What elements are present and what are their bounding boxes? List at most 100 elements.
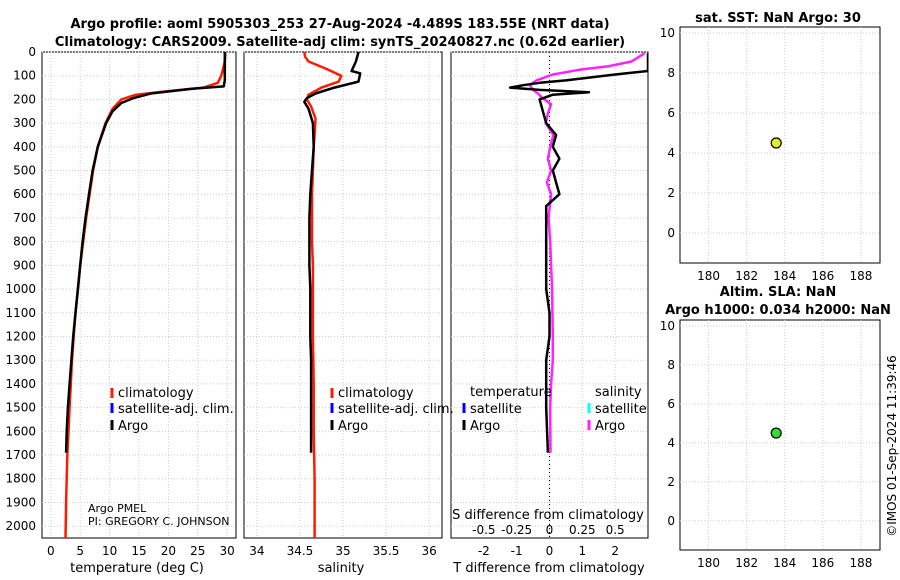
- x-tick-label: 34.5: [287, 544, 314, 558]
- difference-panel: -2 -1 0 1 2 -0.5 -0.25 0 0.25 0.5: [450, 51, 649, 558]
- y-tick-label: 10: [660, 319, 675, 333]
- temperature-panel: 0100200300400500600700800900100011001200…: [5, 45, 237, 558]
- x-tick-label: 182: [735, 556, 758, 570]
- y-tick-label: 600: [13, 187, 36, 201]
- salinity-panel: 34 34.5 35 35.5 36: [243, 51, 443, 558]
- series-argo-line: [303, 52, 362, 453]
- y-tick-label: 1500: [5, 401, 36, 415]
- salinity-legend: climatology satellite-adj. clim. Argo: [330, 386, 454, 434]
- x-tick-label: 2: [611, 544, 619, 558]
- data-point: [770, 427, 782, 439]
- legend-label-argo: Argo: [118, 419, 148, 434]
- top-x-tick-label: 0.25: [569, 523, 596, 537]
- series-argo-line: [64, 52, 227, 453]
- x-tick-label: 184: [773, 556, 796, 570]
- y-tick-label: 2: [667, 475, 675, 489]
- legend-title-temperature: temperature: [470, 385, 552, 400]
- sla-title-line2: Argo h1000: 0.034 h2000: NaN: [665, 303, 891, 318]
- y-tick-label: 1300: [5, 353, 36, 367]
- y-tick-label: 0: [667, 226, 675, 240]
- y-tick-label: 2000: [5, 519, 36, 533]
- x-tick-label: 188: [849, 269, 872, 283]
- x-tick-label: 184: [773, 269, 796, 283]
- figure-title-line1: Argo profile: aoml 5905303_253 27-Aug-20…: [70, 17, 609, 32]
- x-tick-label: 15: [131, 544, 146, 558]
- legend-label-climatology: climatology: [338, 386, 414, 401]
- argo-pmel-note: Argo PMEL: [88, 502, 147, 515]
- x-tick-label: 188: [849, 556, 872, 570]
- x-tick-label: 180: [697, 556, 720, 570]
- legend-label-argo: Argo: [338, 419, 368, 434]
- y-tick-label: 0: [667, 514, 675, 528]
- y-tick-label: 10: [660, 26, 675, 40]
- legend-label-t-argo: Argo: [470, 419, 500, 434]
- y-tick-label: 1200: [5, 329, 36, 343]
- y-tick-label: 1600: [5, 424, 36, 438]
- top-x-tick-label: -0.25: [501, 523, 532, 537]
- y-tick-label: 200: [13, 92, 36, 106]
- legend-label-t-satellite: satellite: [470, 402, 522, 417]
- y-tick-label: 6: [667, 106, 675, 120]
- x-tick-label: 186: [811, 556, 834, 570]
- pi-note: PI: GREGORY C. JOHNSON: [88, 515, 229, 528]
- temperature-legend: climatology satellite-adj. clim. Argo: [110, 386, 234, 434]
- salinity-xlabel: salinity: [318, 561, 365, 576]
- x-tick-label: 25: [190, 544, 205, 558]
- x-tick-label: 34: [249, 544, 264, 558]
- top-x-tick-label: -0.5: [472, 523, 495, 537]
- x-tick-label: 5: [76, 544, 84, 558]
- top-x-tick-label: 0: [546, 523, 554, 537]
- x-tick-label: -2: [478, 544, 490, 558]
- sst-title: sat. SST: NaN Argo: 30: [695, 11, 861, 26]
- x-tick-label: 36: [421, 544, 436, 558]
- y-tick-label: 500: [13, 164, 36, 178]
- figure-title-line2: Climatology: CARS2009. Satellite-adj cli…: [55, 35, 625, 50]
- legend-label-satellite: satellite-adj. clim.: [338, 402, 454, 417]
- difference-xlabel: T difference from climatology: [452, 561, 645, 576]
- x-tick-label: 10: [102, 544, 117, 558]
- y-tick-label: 900: [13, 258, 36, 272]
- y-tick-label: 4: [667, 146, 675, 160]
- x-tick-label: 182: [735, 269, 758, 283]
- y-tick-label: 1100: [5, 306, 36, 320]
- x-tick-label: -1: [511, 544, 523, 558]
- y-tick-label: 2: [667, 186, 675, 200]
- y-tick-label: 400: [13, 140, 36, 154]
- x-tick-label: 180: [697, 269, 720, 283]
- sla-panel: 180 182 184 186 188 0 2 4 6 8 10: [660, 319, 881, 570]
- legend-title-salinity: salinity: [595, 385, 642, 400]
- y-tick-label: 8: [667, 66, 675, 80]
- x-tick-label: 35: [335, 544, 350, 558]
- y-tick-label: 4: [667, 436, 675, 450]
- temperature-xlabel: temperature (deg C): [70, 561, 204, 576]
- imos-timestamp: ©IMOS 01-Sep-2024 11:39:46: [885, 355, 899, 537]
- sla-title-line1: Altim. SLA: NaN: [720, 285, 836, 300]
- top-x-tick-label: 0.5: [606, 523, 625, 537]
- legend-label-s-satellite: satellite: [595, 402, 647, 417]
- y-tick-label: 6: [667, 397, 675, 411]
- y-tick-label: 1700: [5, 448, 36, 462]
- sst-panel: 180 182 184 186 188 0 2 4 6 8 10: [660, 26, 881, 283]
- difference-top-xlabel: S difference from climatology: [452, 508, 644, 523]
- x-tick-label: 20: [161, 544, 176, 558]
- x-tick-label: 0: [546, 544, 554, 558]
- x-tick-label: 0: [47, 544, 55, 558]
- y-tick-label: 800: [13, 235, 36, 249]
- legend-label-satellite: satellite-adj. clim.: [118, 402, 234, 417]
- y-tick-label: 700: [13, 211, 36, 225]
- x-tick-label: 186: [811, 269, 834, 283]
- y-tick-label: 1000: [5, 282, 36, 296]
- y-tick-label: 1900: [5, 495, 36, 509]
- series-salinity-argo-line: [528, 52, 646, 453]
- legend-label-s-argo: Argo: [595, 419, 625, 434]
- difference-legend: temperature satellite Argo salinity sate…: [462, 385, 647, 434]
- legend-label-climatology: climatology: [118, 386, 194, 401]
- data-point: [770, 137, 782, 149]
- y-tick-label: 1400: [5, 377, 36, 391]
- series-temperature-argo-line: [508, 53, 648, 453]
- x-tick-label: 35.5: [373, 544, 400, 558]
- y-tick-label: 1800: [5, 472, 36, 486]
- x-tick-label: 30: [220, 544, 235, 558]
- y-tick-label: 8: [667, 358, 675, 372]
- x-tick-label: 1: [579, 544, 587, 558]
